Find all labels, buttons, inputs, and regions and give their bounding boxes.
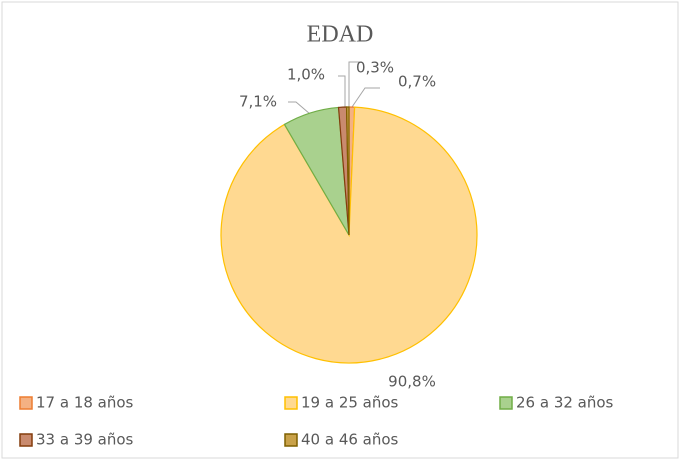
leader-line (338, 75, 346, 107)
leader-line (288, 101, 311, 115)
chart-title: EDAD (307, 22, 374, 48)
legend-label: 19 a 25 años (301, 394, 399, 412)
leader-line (351, 87, 380, 108)
data-label: 90,8% (388, 373, 436, 391)
legend-swatch (499, 396, 513, 410)
legend-swatch (19, 396, 33, 410)
legend-label: 33 a 39 años (36, 431, 134, 449)
leader-line (348, 61, 362, 107)
legend-swatch (284, 433, 298, 447)
legend-label: 40 a 46 años (301, 431, 399, 449)
legend-label: 17 a 18 años (36, 394, 134, 412)
legend-swatch (19, 433, 33, 447)
data-label: 0,3% (356, 59, 394, 77)
pie-slice (345, 106, 350, 236)
legend-swatch (284, 396, 298, 410)
legend-label: 26 a 32 años (516, 394, 614, 412)
data-label: 1,0% (287, 66, 325, 84)
data-label: 7,1% (239, 93, 277, 111)
data-label: 0,7% (398, 73, 436, 91)
